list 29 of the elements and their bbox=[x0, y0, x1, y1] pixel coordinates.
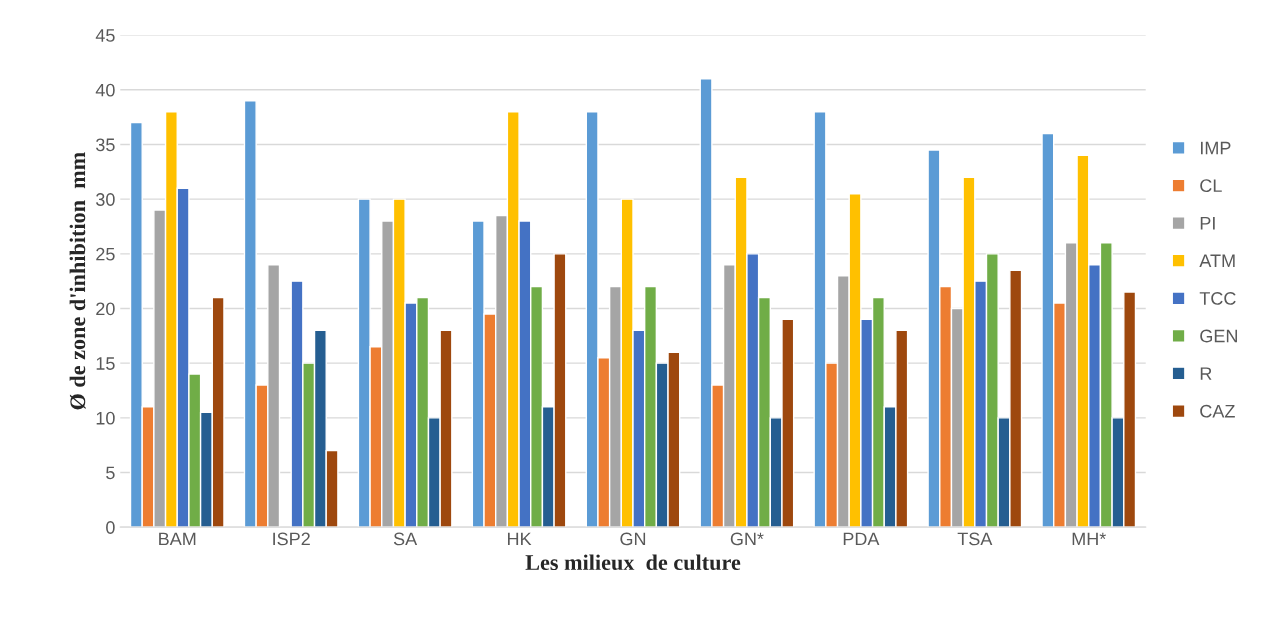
x-tick-label: GN* bbox=[730, 532, 764, 546]
legend-label: CL bbox=[1200, 179, 1222, 193]
legend-label: ATM bbox=[1199, 254, 1235, 268]
x-tick-label: BAM bbox=[159, 532, 196, 546]
y-tick-label: 30 bbox=[96, 193, 115, 206]
x-tick-label: ISP2 bbox=[273, 532, 310, 546]
x-tick-label: PDA bbox=[843, 532, 880, 546]
x-tick-label: GN bbox=[620, 532, 646, 546]
x-tick-label: MH* bbox=[1072, 532, 1107, 546]
legend-label: TCC bbox=[1199, 292, 1236, 305]
y-tick-label: 40 bbox=[95, 83, 115, 97]
legend-label: GEN bbox=[1200, 329, 1237, 343]
y-tick-label: 5 bbox=[106, 466, 115, 480]
x-axis-title: Les milieux de culture bbox=[525, 554, 741, 571]
y-tick-label: 15 bbox=[96, 357, 115, 370]
y-tick-label: 35 bbox=[96, 138, 115, 152]
y-tick-label: 25 bbox=[96, 247, 115, 261]
legend-label: PI bbox=[1200, 217, 1215, 230]
y-tick-label: 45 bbox=[95, 29, 115, 42]
legend-label: IMP bbox=[1200, 141, 1231, 155]
y-tick-label: 0 bbox=[106, 521, 115, 534]
legend-label: CAZ bbox=[1200, 404, 1235, 418]
legend-label: R bbox=[1200, 367, 1212, 380]
y-tick-label: 10 bbox=[96, 411, 115, 425]
y-tick-label: 20 bbox=[96, 302, 115, 316]
x-tick-label: SA bbox=[393, 532, 418, 546]
x-tick-label: TSA bbox=[957, 532, 993, 546]
y-axis-title: Ø de zone d'inhibition mm bbox=[69, 152, 86, 410]
x-tick-label: HK bbox=[508, 532, 532, 546]
